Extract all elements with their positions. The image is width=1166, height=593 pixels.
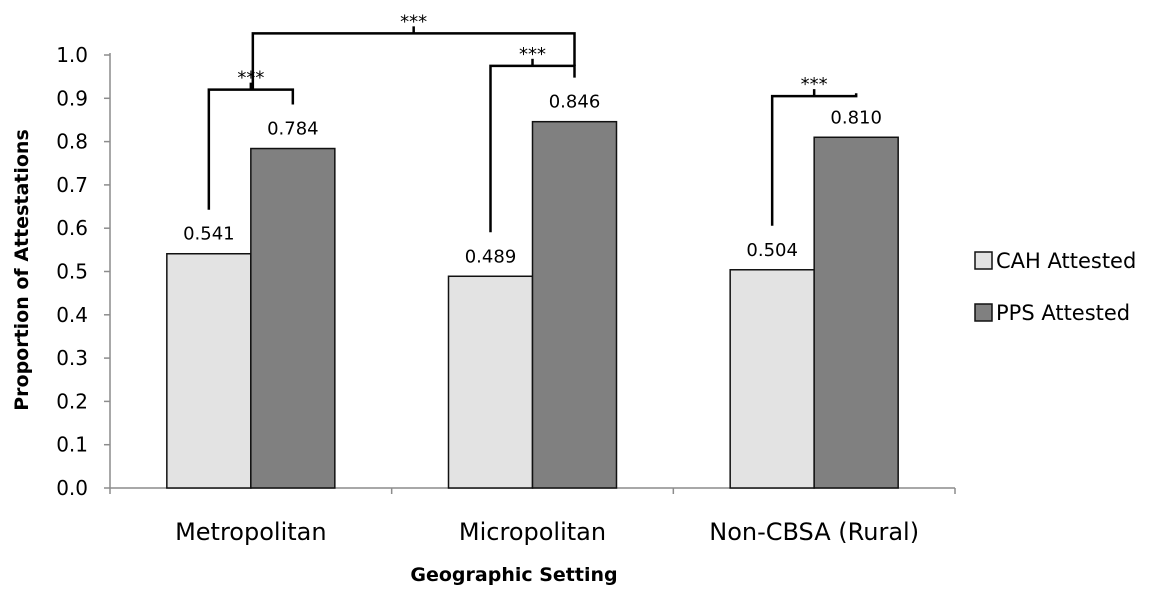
x-tick-label: Micropolitan xyxy=(459,518,606,546)
y-axis-title: Proportion of Attestations xyxy=(11,129,33,411)
y-tick-label: 0.8 xyxy=(56,130,88,154)
y-tick-label: 0.9 xyxy=(56,86,88,110)
data-label: 0.810 xyxy=(830,107,882,128)
bar xyxy=(447,275,534,489)
x-axis-title: Geographic Setting xyxy=(410,564,617,586)
legend-label: PPS Attested xyxy=(996,301,1130,325)
significance-brackets: *** *** *** *** xyxy=(207,11,858,233)
legend-label: CAH Attested xyxy=(996,249,1136,273)
data-label: 0.504 xyxy=(746,240,798,261)
y-tick-label: 0.5 xyxy=(56,260,88,284)
legend-swatch xyxy=(974,251,993,270)
bar xyxy=(250,147,336,489)
y-tick-label: 0.2 xyxy=(56,389,88,413)
bars xyxy=(166,120,899,489)
y-tick-label: 0.4 xyxy=(56,303,88,327)
axes: 0.0 0.1 0.2 0.3 0.4 0.5 0.6 0.7 0.8 0.9 1.0 Metropo… xyxy=(56,43,956,546)
data-label: 0.489 xyxy=(465,246,517,267)
x-tick-label: Metropolitan xyxy=(175,518,327,546)
significance-label: *** xyxy=(237,68,264,89)
bar xyxy=(729,269,815,489)
data-labels: 0.541 0.784 0.489 0.846 0.504 0.810 xyxy=(183,92,882,268)
y-tick-label: 0.0 xyxy=(56,476,88,500)
data-label: 0.541 xyxy=(183,224,235,245)
data-label: 0.784 xyxy=(267,119,319,140)
y-tick-label: 0.3 xyxy=(56,346,88,370)
y-tick-label: 0.7 xyxy=(56,173,88,197)
bar xyxy=(531,120,618,489)
significance-label: *** xyxy=(801,74,828,95)
y-tick-label: 0.6 xyxy=(56,216,88,240)
bar xyxy=(166,252,252,489)
data-label: 0.846 xyxy=(549,92,601,113)
y-tick-label: 1.0 xyxy=(56,43,88,67)
legend-swatch xyxy=(974,303,993,322)
legend: CAH Attested PPS Attested xyxy=(974,249,1136,325)
y-tick-label: 0.1 xyxy=(56,433,88,457)
x-tick-label: Non-CBSA (Rural) xyxy=(709,518,919,546)
significance-label: *** xyxy=(519,44,546,65)
significance-label: *** xyxy=(400,11,427,32)
bar xyxy=(813,136,899,489)
